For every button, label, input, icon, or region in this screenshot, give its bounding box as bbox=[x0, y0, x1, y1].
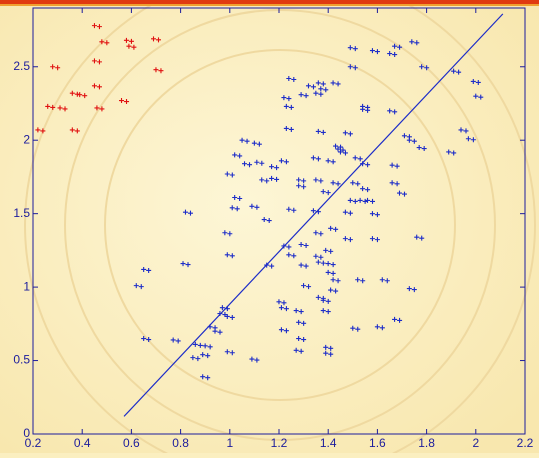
x-tick-label: 2 bbox=[472, 436, 479, 450]
y-tick-label: 0.5 bbox=[13, 353, 30, 367]
y-tick-label: 1 bbox=[23, 279, 30, 293]
y-tick-label: 0 bbox=[23, 426, 30, 440]
x-tick-label: 0.6 bbox=[123, 436, 140, 450]
x-tick-label: 1 bbox=[226, 436, 233, 450]
x-tick-label: 1.8 bbox=[418, 436, 435, 450]
chart: 0.20.40.60.811.21.41.61.822.200.511.522.… bbox=[0, 0, 539, 453]
x-tick-label: 0.8 bbox=[172, 436, 189, 450]
x-tick-label: 2.2 bbox=[517, 436, 534, 450]
x-tick-label: 1.4 bbox=[320, 436, 337, 450]
y-tick-label: 2 bbox=[23, 132, 30, 146]
top-bar-accent bbox=[0, 4, 539, 6]
top-bar bbox=[0, 0, 539, 4]
y-tick-label: 1.5 bbox=[13, 206, 30, 220]
page: {"chart_data": {"type": "scatter", "xlim… bbox=[0, 0, 539, 453]
x-tick-label: 1.6 bbox=[369, 436, 386, 450]
y-tick-label: 2.5 bbox=[13, 59, 30, 73]
x-tick-label: 1.2 bbox=[271, 436, 288, 450]
x-tick-label: 0.4 bbox=[74, 436, 91, 450]
